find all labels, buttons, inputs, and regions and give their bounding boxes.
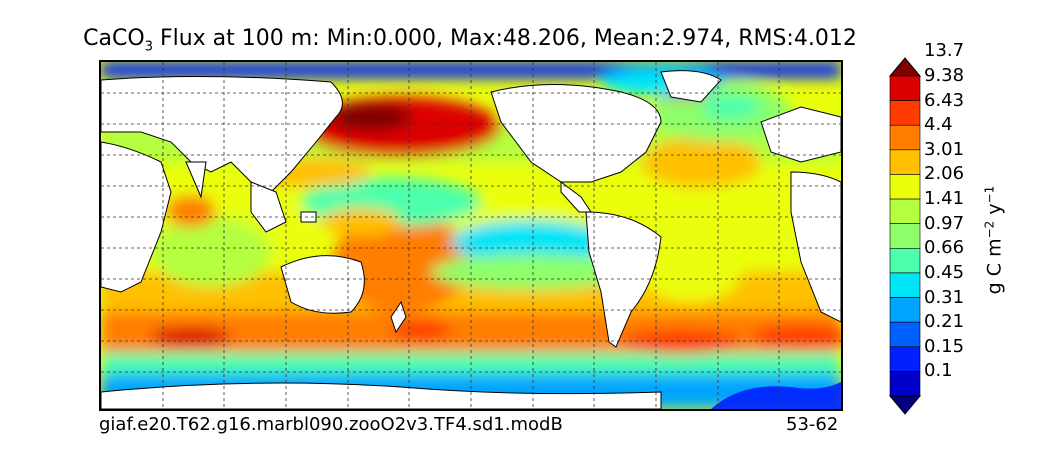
colorbar-tick-label: 13.7 bbox=[924, 40, 965, 62]
graticule bbox=[101, 62, 841, 409]
case-name: giaf.e20.T62.g16.marbl090.zooO2v3.TF4.sd… bbox=[99, 414, 563, 435]
colorbar-tick-label: 0.66 bbox=[924, 237, 965, 259]
land-masses bbox=[101, 70, 841, 409]
ocean-flux-map bbox=[101, 62, 841, 409]
colorbar-tick-label: 2.06 bbox=[924, 163, 965, 185]
colorbar-segment bbox=[889, 100, 921, 126]
colorbar-segment bbox=[889, 124, 921, 151]
colorbar-tick-label: 0.31 bbox=[924, 286, 965, 308]
colorbar-tick-label: 0.15 bbox=[924, 335, 965, 357]
colorbar-segment bbox=[889, 198, 921, 224]
colorbar-extend-min bbox=[888, 395, 922, 415]
colorbar-tick-label: 1.41 bbox=[924, 188, 965, 210]
colorbar-segment bbox=[889, 371, 921, 397]
colorbar-tick-label: 4.4 bbox=[924, 114, 953, 136]
colorbar-tick-label: 0.97 bbox=[924, 212, 965, 234]
colorbar-segment bbox=[889, 174, 921, 200]
colorbar-tick-label: 0.45 bbox=[924, 261, 965, 283]
colorbar-segment bbox=[889, 223, 921, 249]
colorbar-segment bbox=[889, 149, 921, 175]
colorbar-segment bbox=[889, 321, 921, 348]
map-title: CaCO3 Flux at 100 m: Min:0.000, Max:48.2… bbox=[83, 26, 857, 55]
map-frame bbox=[99, 60, 843, 411]
colorbar-tick-label: 0.21 bbox=[924, 311, 965, 333]
colorbar-units: g C m−2 y−1 bbox=[982, 185, 1006, 295]
colorbar bbox=[888, 57, 922, 415]
colorbar-segment bbox=[889, 297, 921, 323]
year-range: 53-62 bbox=[786, 414, 839, 435]
colorbar-segment bbox=[889, 272, 921, 298]
colorbar-extend-max bbox=[888, 57, 922, 77]
colorbar-segment bbox=[889, 248, 921, 274]
colorbar-tick-label: 3.01 bbox=[924, 138, 965, 160]
colorbar-segments bbox=[888, 57, 922, 415]
colorbar-tick-label: 9.38 bbox=[924, 65, 965, 86]
colorbar-segment bbox=[889, 75, 921, 101]
colorbar-tick-label: 6.43 bbox=[924, 89, 965, 111]
colorbar-segment bbox=[889, 346, 921, 372]
colorbar-tick-label: 0.1 bbox=[924, 360, 953, 382]
